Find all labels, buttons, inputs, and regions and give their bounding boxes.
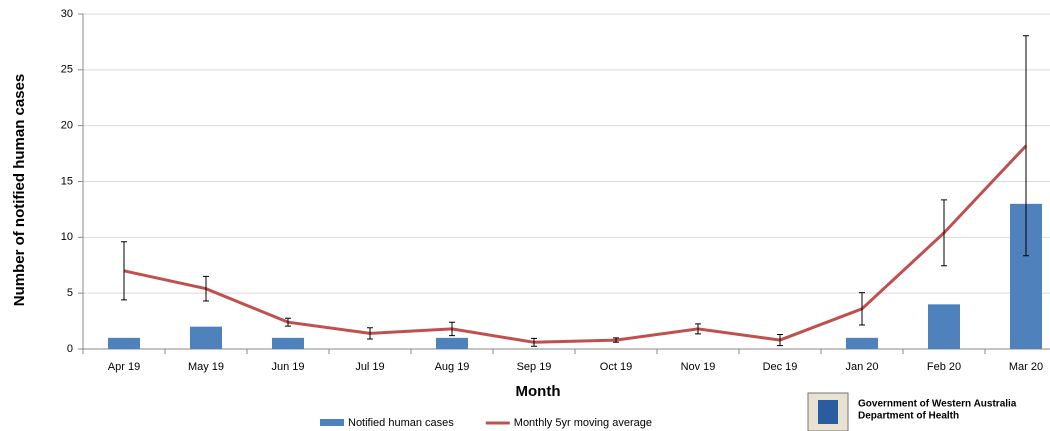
error-bar bbox=[203, 275, 209, 302]
logo-organization: Government of Western Australia bbox=[858, 399, 1017, 410]
bar bbox=[846, 337, 878, 349]
error-bar bbox=[1023, 35, 1029, 257]
x-tick-label: Apr 19 bbox=[108, 361, 140, 373]
y-tick-label: 0 bbox=[67, 343, 73, 355]
x-tick-label: Mar 20 bbox=[1009, 361, 1043, 373]
error-bar bbox=[367, 327, 373, 340]
bar bbox=[272, 337, 304, 349]
x-tick-label: Nov 19 bbox=[681, 361, 716, 373]
x-tick-label: Aug 19 bbox=[435, 361, 470, 373]
bar bbox=[436, 337, 468, 349]
error-bar bbox=[285, 317, 291, 327]
error-bar bbox=[695, 323, 701, 335]
x-tick-label: Jun 19 bbox=[271, 361, 304, 373]
x-tick-label: Oct 19 bbox=[600, 361, 632, 373]
error-bar bbox=[859, 292, 865, 326]
y-tick-label: 20 bbox=[61, 120, 73, 132]
x-tick-label: Sep 19 bbox=[517, 361, 552, 373]
error-bar bbox=[531, 337, 537, 347]
legend-swatch bbox=[320, 419, 344, 426]
y-tick-label: 5 bbox=[67, 287, 73, 299]
bar bbox=[108, 337, 140, 349]
y-tick-label: 15 bbox=[61, 175, 73, 187]
x-axis-title: Month bbox=[516, 383, 561, 400]
x-tick-label: Feb 20 bbox=[927, 361, 961, 373]
legend-label: Monthly 5yr moving average bbox=[514, 417, 652, 429]
error-bar bbox=[613, 337, 619, 343]
x-tick-label: Dec 19 bbox=[763, 361, 798, 373]
logo: Government of Western Australia Departme… bbox=[807, 392, 1017, 431]
y-axis-title: Number of notified human cases bbox=[11, 74, 28, 307]
x-tick-label: Jul 19 bbox=[355, 361, 384, 373]
x-tick-label: Jan 20 bbox=[845, 361, 878, 373]
logo-shield bbox=[818, 400, 838, 424]
logo-department: Department of Health bbox=[858, 411, 959, 422]
bar bbox=[928, 304, 960, 349]
error-bar bbox=[777, 333, 783, 347]
bar bbox=[190, 326, 222, 349]
error-bar bbox=[449, 321, 455, 337]
error-bar bbox=[121, 241, 127, 301]
y-tick-label: 25 bbox=[61, 64, 73, 76]
line bbox=[123, 144, 1028, 344]
error-bar bbox=[941, 199, 947, 267]
legend-label: Notified human cases bbox=[348, 417, 454, 429]
y-tick-label: 10 bbox=[61, 231, 73, 243]
y-tick-label: 30 bbox=[61, 8, 73, 20]
x-tick-label: May 19 bbox=[188, 361, 224, 373]
